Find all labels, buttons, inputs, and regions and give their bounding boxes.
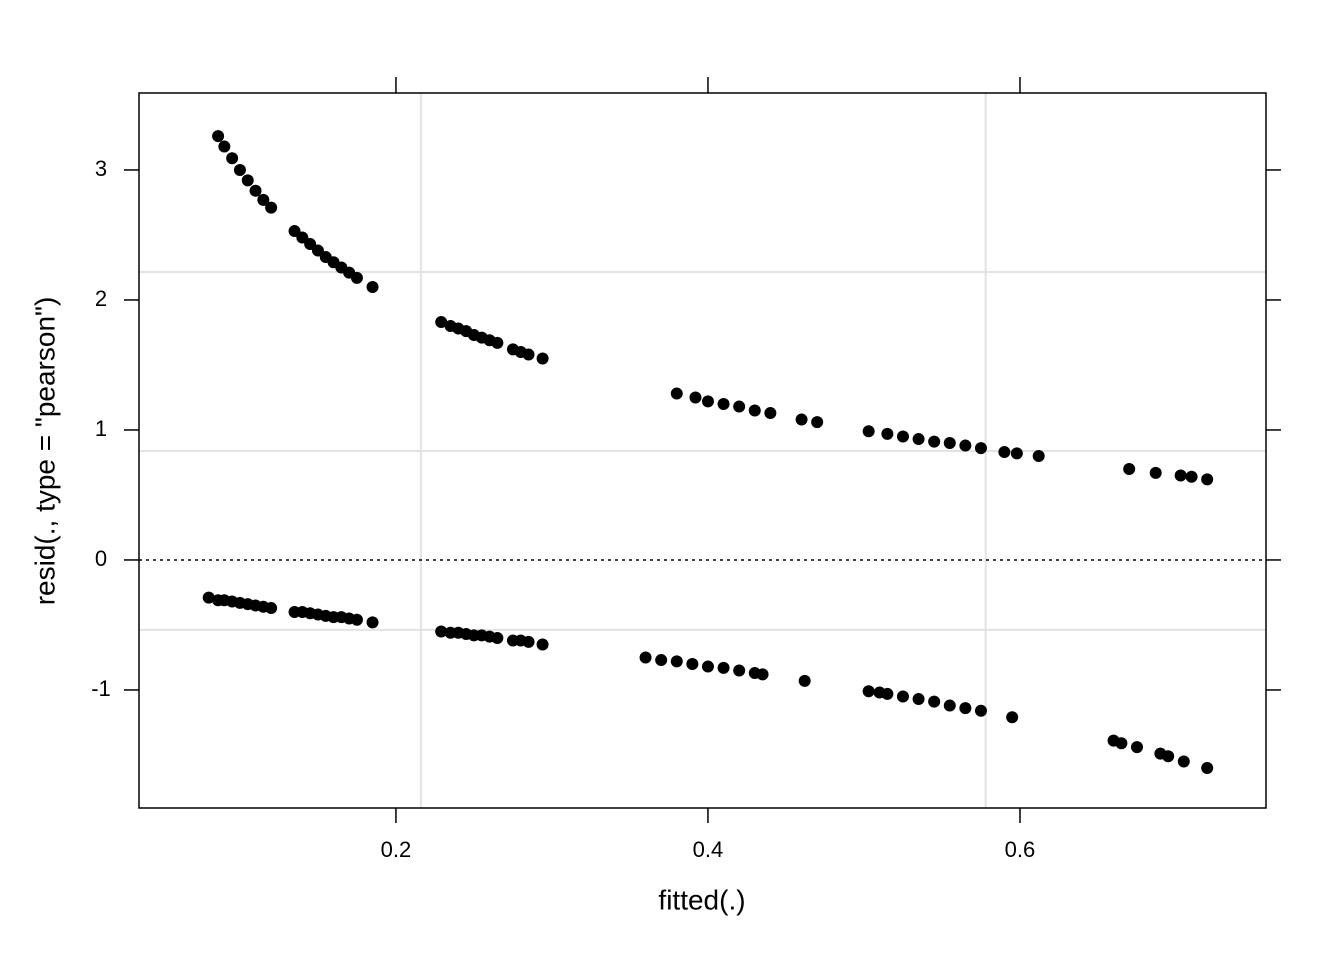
point [1006, 711, 1019, 724]
point [366, 616, 379, 629]
point [795, 413, 808, 426]
point [959, 702, 972, 715]
point [522, 635, 535, 648]
point [689, 391, 702, 404]
point [1123, 462, 1136, 475]
point [655, 654, 668, 667]
point [265, 201, 278, 214]
point [1115, 737, 1128, 750]
point [896, 690, 909, 703]
y-tick-label: 3 [95, 156, 107, 181]
point [862, 685, 875, 698]
point [212, 130, 225, 143]
x-tick-label: 0.6 [1005, 837, 1036, 862]
point [701, 395, 714, 408]
point [896, 430, 909, 443]
point [1149, 466, 1162, 479]
y-tick-label: -1 [91, 676, 111, 701]
point [686, 657, 699, 670]
point [1177, 755, 1190, 768]
point [536, 638, 549, 651]
point [943, 699, 956, 712]
point [670, 387, 683, 400]
point [959, 439, 972, 452]
point [639, 651, 652, 664]
point [1010, 447, 1023, 460]
point [1185, 470, 1198, 483]
point [1032, 449, 1045, 462]
x-axis-label: fitted(.) [658, 884, 745, 915]
point [733, 400, 746, 413]
y-tick-label: 0 [95, 546, 107, 571]
point [756, 668, 769, 681]
point [536, 352, 549, 365]
point [928, 695, 941, 708]
point [435, 316, 448, 329]
point [265, 602, 278, 615]
point [233, 163, 246, 176]
point [733, 664, 746, 677]
plot-border [138, 92, 1267, 809]
point [1201, 473, 1214, 486]
point [764, 407, 777, 420]
point [202, 591, 215, 604]
x-tick-label: 0.2 [381, 837, 412, 862]
point [701, 660, 714, 673]
point [912, 433, 925, 446]
point [798, 674, 811, 687]
point [717, 661, 730, 674]
x-tick-label: 0.4 [693, 837, 724, 862]
point [350, 613, 363, 626]
point [1162, 750, 1175, 763]
point [943, 436, 956, 449]
point [435, 625, 448, 638]
point [350, 271, 363, 284]
point [881, 687, 894, 700]
point [218, 140, 231, 153]
point [811, 416, 824, 429]
point [249, 184, 262, 197]
point [912, 693, 925, 706]
point [670, 655, 683, 668]
y-tick-label: 1 [95, 416, 107, 441]
point [491, 336, 504, 349]
point [1130, 741, 1143, 754]
y-tick-label: 2 [95, 286, 107, 311]
point [366, 280, 379, 293]
point [862, 425, 875, 438]
point [1174, 469, 1187, 482]
point [717, 397, 730, 410]
point [998, 446, 1011, 459]
point [974, 442, 987, 455]
point [881, 427, 894, 440]
point [1201, 761, 1214, 774]
point [522, 348, 535, 361]
point [974, 704, 987, 717]
point [748, 404, 761, 417]
point [257, 193, 270, 206]
y-axis-label: resid(., type = "pearson") [29, 297, 60, 606]
point [928, 435, 941, 448]
point [241, 174, 254, 187]
point [226, 152, 239, 165]
point [491, 631, 504, 644]
